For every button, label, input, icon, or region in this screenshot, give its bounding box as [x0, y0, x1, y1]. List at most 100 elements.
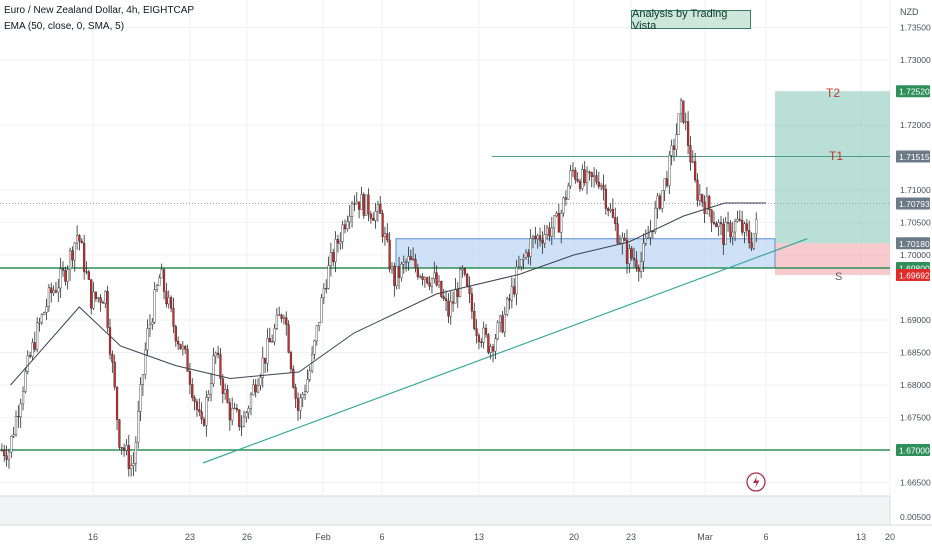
candle-body: [496, 322, 499, 339]
price-tag: [896, 85, 930, 98]
candle-body: [515, 267, 518, 295]
candle-body: [621, 237, 624, 244]
candle-body: [127, 445, 130, 469]
candle-body: [134, 441, 137, 464]
candle-body: [543, 234, 546, 244]
candle-body: [440, 281, 443, 297]
time-axis[interactable]: 16 23 26 Feb 6 13 20 23 Mar 6 13 20: [88, 532, 895, 542]
candle-body: [705, 196, 708, 214]
candle-body: [40, 314, 43, 323]
candle-body: [736, 219, 739, 222]
candle-body: [221, 378, 224, 394]
candle-body: [421, 276, 424, 280]
candle-body: [423, 277, 426, 280]
candle-body: [569, 170, 572, 187]
price-tick-label: 1.70000: [900, 250, 931, 260]
candle-body: [489, 346, 492, 353]
candle-body: [722, 223, 725, 245]
price-axis[interactable]: NZD 1.735001.730001.720001.710001.705001…: [896, 7, 931, 522]
candle-body: [256, 385, 260, 393]
candle-body: [560, 212, 563, 233]
candle-body: [665, 178, 669, 186]
lightning-icon[interactable]: [746, 472, 766, 492]
candle-body: [7, 451, 11, 460]
candle-body: [94, 291, 97, 299]
price-tick-label: 1.69000: [900, 315, 931, 325]
candle-body: [301, 394, 304, 399]
candle-body: [38, 322, 41, 324]
indicator-pane: [0, 496, 890, 525]
candle-body: [581, 169, 584, 189]
candle-body: [59, 268, 62, 289]
candle-body: [266, 338, 269, 364]
currency-label: NZD: [900, 7, 919, 17]
candle-body: [12, 434, 15, 437]
loss-zone: [775, 243, 890, 276]
candle-body: [350, 203, 354, 217]
candle-body: [694, 161, 697, 181]
zones-layer: [395, 91, 890, 276]
candle-body: [407, 256, 410, 263]
candle-body: [611, 209, 614, 218]
candle-body: [24, 371, 27, 392]
candle-body: [708, 196, 711, 210]
candle-body: [45, 306, 48, 313]
candle-body: [19, 403, 22, 417]
candle-body: [5, 455, 8, 460]
candle-body: [435, 272, 438, 286]
candle-body: [644, 238, 647, 244]
candle-body: [207, 394, 210, 398]
candle-body: [738, 219, 741, 221]
candle-body: [10, 436, 13, 453]
candle-body: [104, 291, 107, 304]
candle-body: [527, 252, 530, 257]
price-tag: [896, 237, 930, 250]
candle-body: [548, 227, 551, 237]
candle-body: [386, 233, 389, 241]
candle-body: [687, 121, 690, 146]
candle-body: [449, 301, 452, 317]
analysis-badge: Analysis by Trading Vista: [631, 8, 751, 32]
candle-body: [151, 321, 154, 325]
candle-body: [541, 240, 544, 244]
candle-body: [26, 355, 29, 372]
candle-body: [353, 203, 356, 205]
candle-body: [275, 314, 278, 329]
candle-body: [734, 221, 737, 233]
price-tag: [896, 197, 930, 210]
candle-body: [567, 185, 570, 200]
candle-body: [437, 281, 441, 286]
candle-body: [334, 239, 337, 263]
candle-body: [750, 242, 753, 249]
candle-body: [169, 297, 173, 309]
candle-body: [459, 269, 462, 297]
candle-body: [191, 384, 194, 398]
candle-body: [212, 355, 215, 384]
time-tick-label: 20: [569, 532, 579, 542]
candle-body: [226, 389, 229, 403]
candle-body: [299, 397, 302, 411]
candle-body: [473, 310, 476, 329]
candle-body: [494, 338, 497, 352]
candle-body: [132, 463, 135, 466]
candle-body: [325, 288, 328, 290]
candle-body: [635, 259, 638, 268]
candle-body: [672, 145, 676, 150]
price-tick-label: 1.68500: [900, 348, 931, 358]
candle-body: [200, 411, 203, 420]
candle-body: [585, 171, 589, 184]
candle-body: [348, 216, 351, 222]
time-tick-label: 13: [856, 532, 866, 542]
candle-body: [165, 291, 168, 305]
candle-body: [609, 209, 612, 211]
candle-body: [0, 449, 3, 452]
candle-body: [393, 265, 396, 286]
ema-line: [10, 202, 766, 386]
candle-body: [703, 201, 706, 214]
candle-body: [470, 293, 473, 312]
candle-body: [482, 327, 485, 343]
candle-body: [752, 233, 755, 249]
candle-body: [83, 242, 86, 272]
